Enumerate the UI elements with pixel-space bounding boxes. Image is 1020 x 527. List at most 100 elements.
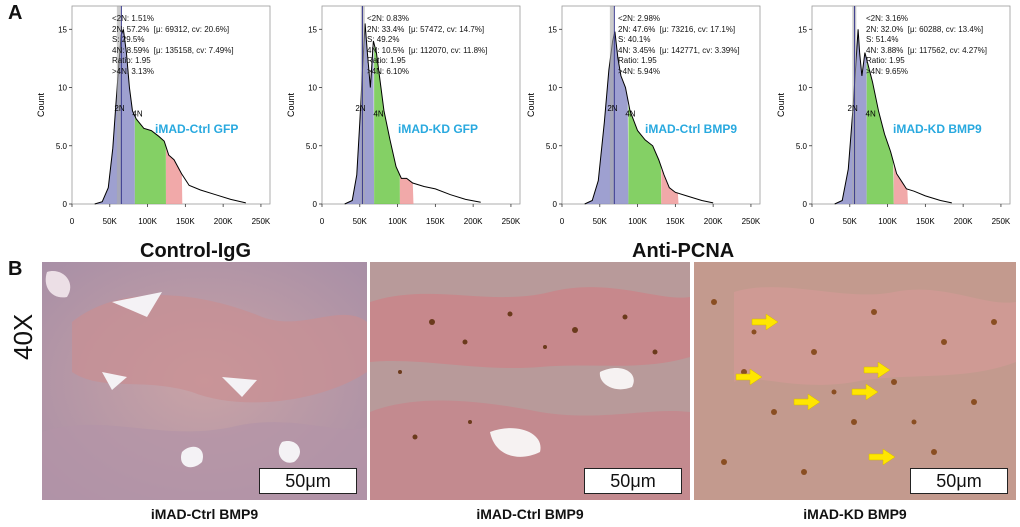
histogram-ctrl-bmp9: 0 5.0 10 15 0 50K 100K 150K 200K 250K Count 2N 4N <2… — [520, 0, 765, 240]
x-tick-label: 250K — [252, 217, 271, 226]
yellow-arrow-icon — [735, 368, 763, 386]
histogram-title: iMAD-Ctrl GFP — [155, 122, 239, 136]
y-tick-label: 15 — [58, 25, 67, 34]
peak-label-2n: 2N — [355, 104, 365, 113]
pcna-positive-nuclei — [711, 299, 997, 475]
y-axis-label: Count — [776, 93, 786, 118]
scale-bar: 50μm — [584, 468, 682, 494]
x-tick-label: 0 — [560, 217, 565, 226]
tissue-region — [734, 287, 1016, 385]
y-axis-label: Count — [526, 93, 536, 118]
caption-kd-bmp9: iMAD-KD BMP9 — [803, 506, 907, 522]
panel-b-letter: B — [8, 258, 23, 280]
peak-label-4n: 4N — [373, 110, 383, 119]
histogram-ctrl-gfp: 0 5.0 10 15 0 50K 100K 150K 200K 250K Count 2N 4N <2… — [30, 0, 275, 240]
y-tick-label: 15 — [548, 25, 557, 34]
x-tick-label: 150K — [176, 217, 195, 226]
histogram-svg: 0 5.0 10 15 0 50K 100K 150K 200K 250K Count 2N 4N — [776, 5, 1011, 226]
plot-frame — [321, 5, 521, 205]
x-tick-label: 100K — [628, 217, 647, 226]
x-tick-label: 0 — [810, 217, 815, 226]
y-tick-label: 0 — [553, 200, 558, 209]
x-tick-label: 200K — [214, 217, 233, 226]
sub2n-marker — [116, 6, 121, 204]
histogram-svg: 0 5.0 10 15 0 50K 100K 150K 200K 250K Count 2N 4N — [286, 5, 521, 226]
yellow-arrow-icon — [851, 383, 879, 401]
scale-bar: 50μm — [910, 468, 1008, 494]
tissue-image — [370, 262, 690, 500]
y-tick-label: 0 — [803, 200, 808, 209]
peak-label-2n: 2N — [848, 104, 858, 113]
histogram-title: iMAD-KD GFP — [398, 122, 478, 136]
x-tick-label: 200K — [704, 217, 723, 226]
yellow-arrow-icon — [868, 448, 896, 466]
yellow-arrows — [735, 313, 896, 466]
stats-block: <2N: 2.98% 2N: 47.6% [μ: 73216, cv: 17.1… — [618, 14, 740, 76]
histogram-title: iMAD-Ctrl BMP9 — [645, 122, 737, 136]
y-axis-label: Count — [36, 93, 46, 118]
yellow-arrow-icon — [863, 361, 891, 379]
micrograph-kd-bmp9: 50μm — [694, 262, 1016, 500]
x-tick-label: 150K — [426, 217, 445, 226]
y-tick-label: 10 — [548, 84, 557, 93]
y-tick-label: 10 — [798, 84, 807, 93]
g2-region — [399, 175, 414, 204]
x-tick-label: 50K — [843, 217, 858, 226]
y-tick-label: 5.0 — [56, 142, 68, 151]
x-tick-label: 50K — [353, 217, 368, 226]
yellow-arrow-icon — [793, 393, 821, 411]
x-tick-label: 150K — [916, 217, 935, 226]
plot-frame — [811, 5, 1011, 205]
micrograph-ctrl-bmp9: 50μm — [370, 262, 690, 500]
g2-region — [661, 166, 679, 204]
histogram-curve — [94, 29, 246, 205]
x-tick-label: 0 — [70, 217, 75, 226]
tissue-image — [42, 262, 367, 500]
y-axis-label: Count — [286, 93, 296, 118]
caption-control-igg: iMAD-Ctrl BMP9 — [150, 506, 259, 522]
x-tick-label: 100K — [878, 217, 897, 226]
panel-a-letter: A — [8, 2, 23, 24]
peak-label-4n: 4N — [866, 110, 876, 119]
y-tick-label: 15 — [798, 25, 807, 34]
scale-bar: 50μm — [259, 468, 357, 494]
y-tick-label: 15 — [308, 25, 317, 34]
x-tick-label: 250K — [992, 217, 1011, 226]
peak-label-4n: 4N — [625, 110, 635, 119]
x-tick-label: 0 — [320, 217, 325, 226]
y-tick-label: 5.0 — [796, 142, 808, 151]
stats-block: <2N: 3.16% 2N: 32.0% [μ: 60288, cv: 13.4… — [866, 14, 987, 76]
sub2n-marker — [609, 6, 614, 204]
s-phase-region — [628, 102, 662, 204]
caption-ctrl-bmp9: iMAD-Ctrl BMP9 — [476, 506, 584, 522]
control-igg-title: Control-IgG — [140, 240, 252, 262]
x-tick-label: 50K — [103, 217, 118, 226]
y-tick-label: 0 — [313, 200, 318, 209]
y-tick-label: 10 — [308, 84, 317, 93]
histogram-svg: 0 5.0 10 15 0 50K 100K 150K 200K 250K Count 2N 4N — [526, 5, 761, 226]
g1-region — [584, 31, 629, 204]
g1-region — [344, 23, 375, 205]
peak-label-2n: 2N — [607, 104, 617, 113]
yellow-arrow-icon — [751, 313, 779, 331]
histogram-svg: 0 5.0 10 15 0 50K 100K 150K 200K 250K Count 2N 4N — [36, 5, 271, 226]
peak-label-2n: 2N — [114, 104, 124, 113]
y-tick-label: 0 — [63, 200, 68, 209]
magnification-label: 40X — [8, 313, 38, 360]
g1-region — [834, 29, 867, 205]
histogram-curve — [584, 31, 714, 205]
x-tick-label: 200K — [954, 217, 973, 226]
x-tick-label: 50K — [593, 217, 608, 226]
anti-pcna-title: Anti-PCNA — [632, 240, 735, 262]
x-tick-label: 100K — [388, 217, 407, 226]
x-tick-label: 250K — [502, 217, 521, 226]
histogram-kd-bmp9: 0 5.0 10 15 0 50K 100K 150K 200K 250K Count 2N 4N <2… — [770, 0, 1015, 240]
g1-region — [94, 29, 135, 205]
g2-region — [165, 146, 183, 204]
histogram-title: iMAD-KD BMP9 — [893, 122, 982, 136]
peak-label-4n: 4N — [132, 110, 142, 119]
g2-region — [893, 163, 908, 204]
x-tick-label: 150K — [666, 217, 685, 226]
histogram-kd-gfp: 0 5.0 10 15 0 50K 100K 150K 200K 250K Count 2N 4N <2… — [280, 0, 525, 240]
s-phase-region — [374, 43, 400, 205]
